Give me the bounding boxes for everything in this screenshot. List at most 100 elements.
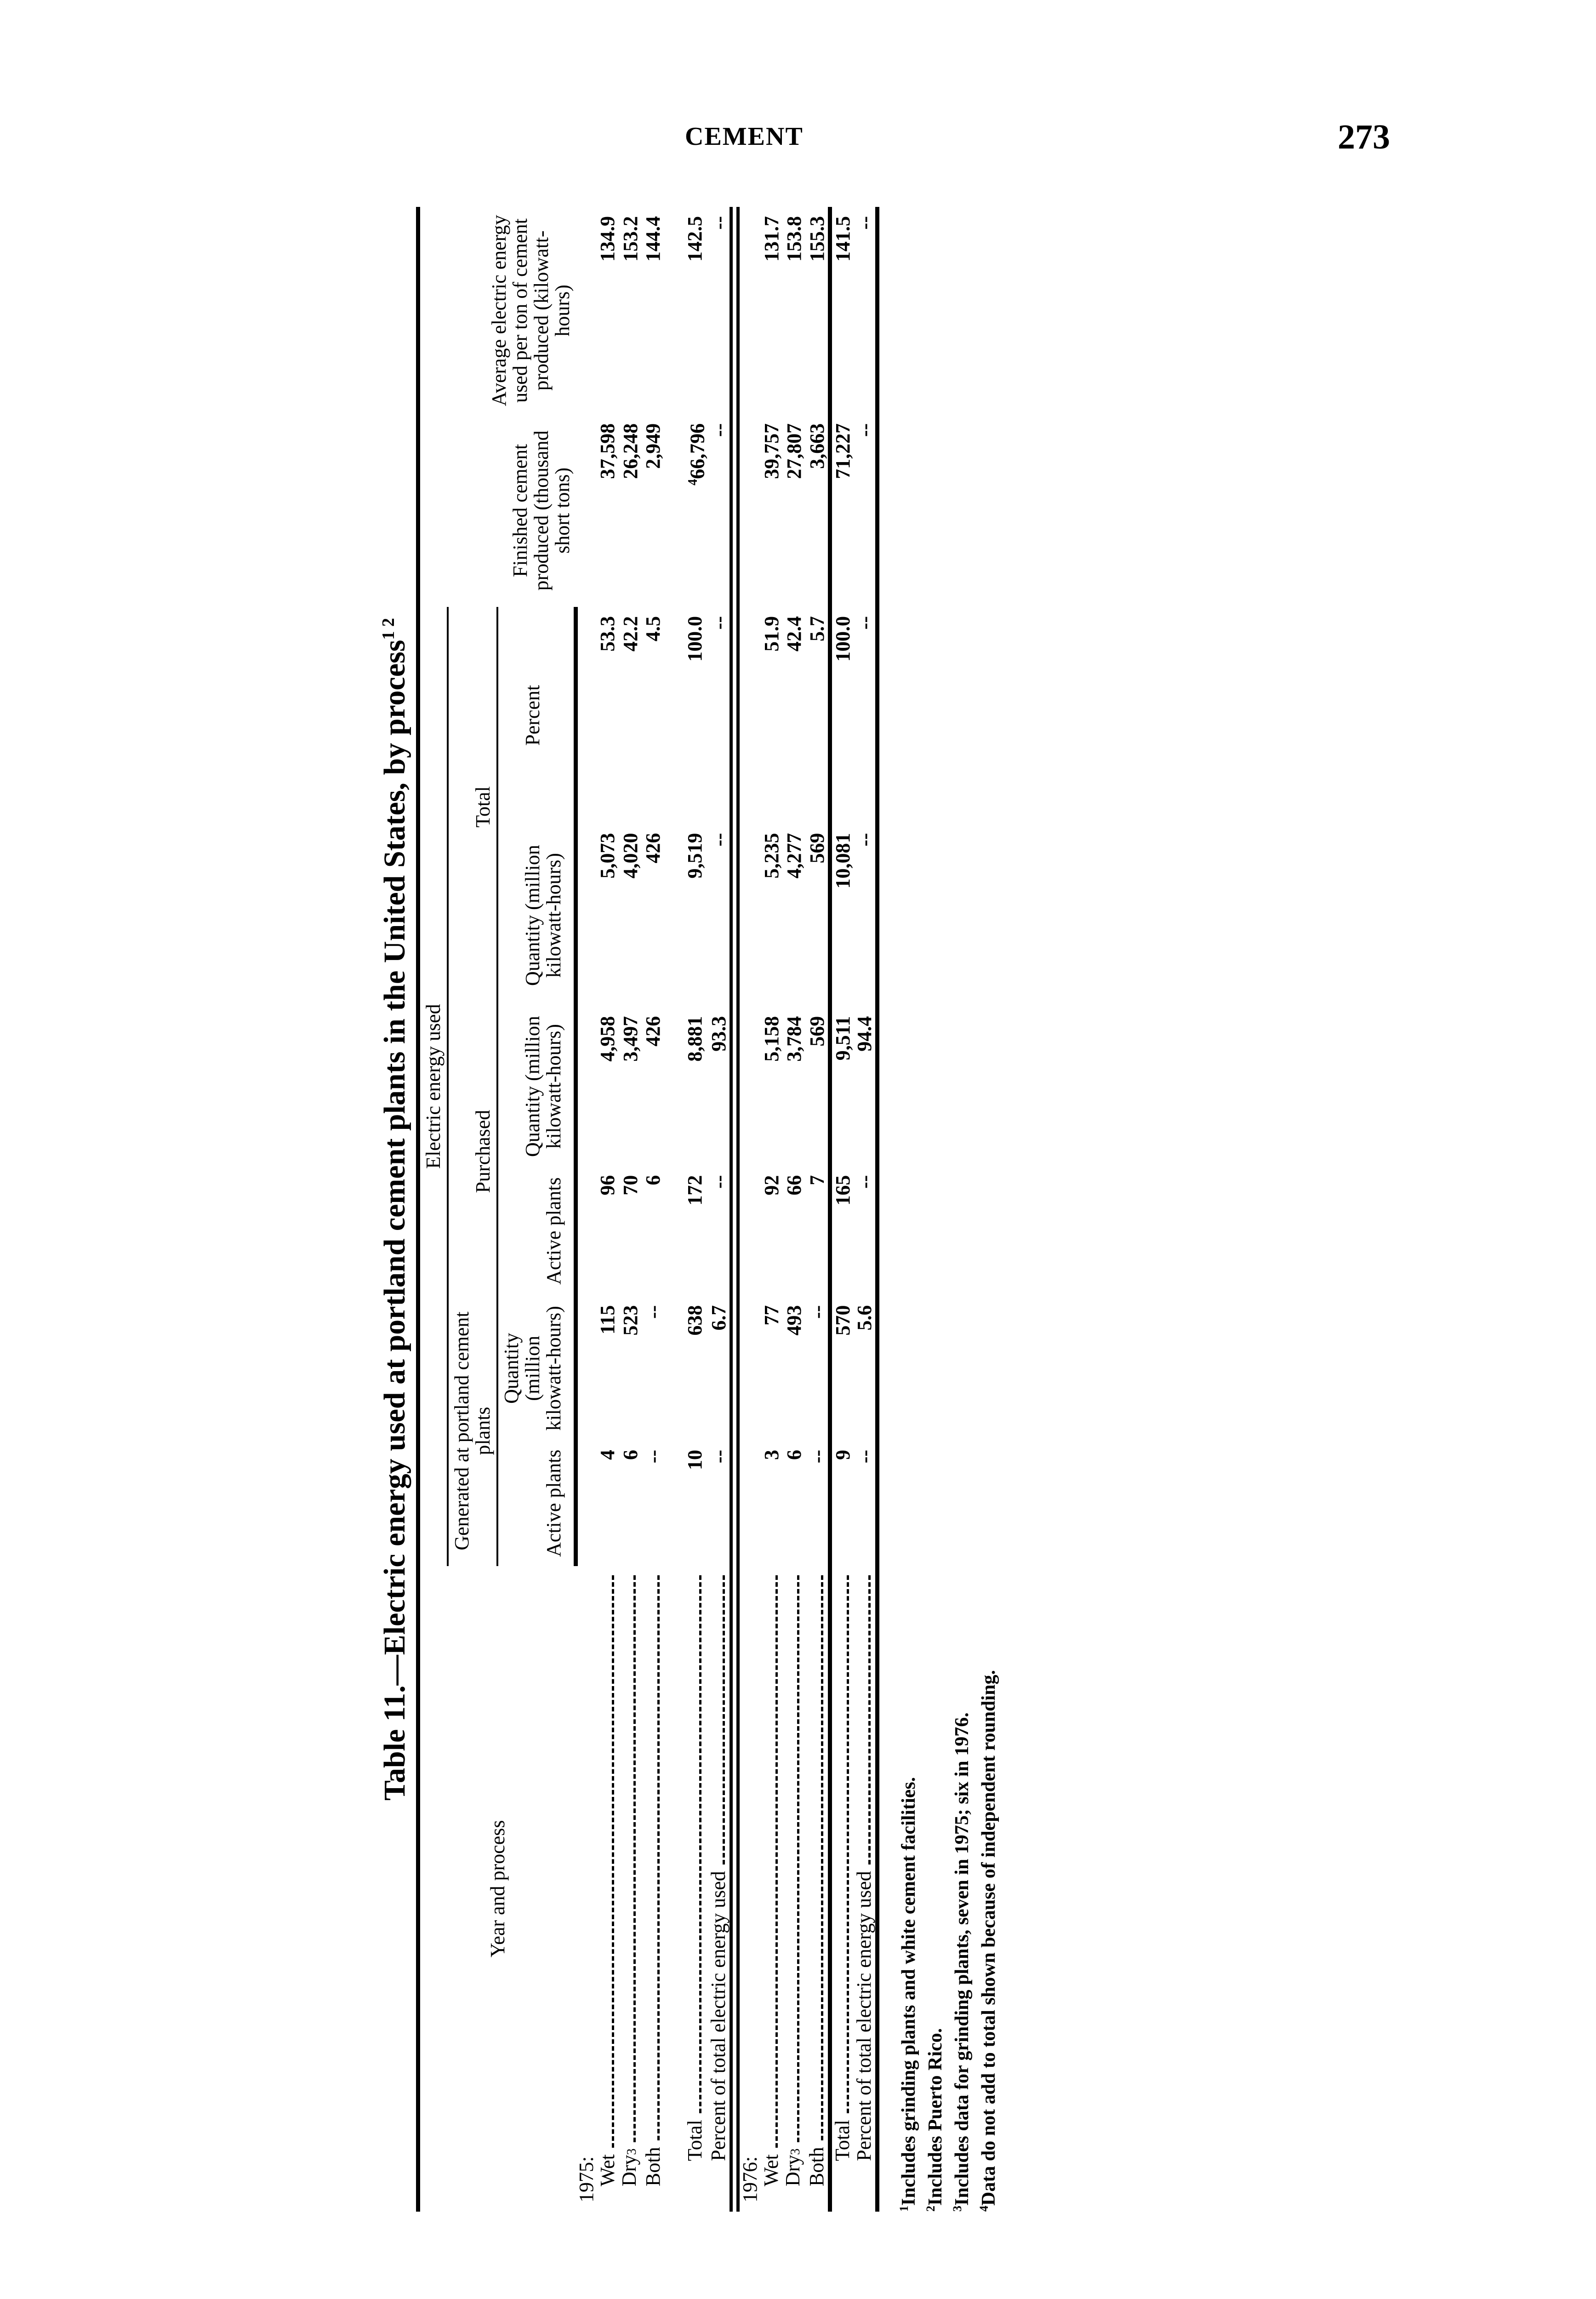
- row-label: Total: [830, 1566, 854, 2212]
- cell: 77: [760, 1305, 783, 1326]
- cell: 53.3: [596, 616, 619, 652]
- cell: --: [707, 207, 735, 414]
- cell: --: [853, 207, 878, 414]
- cell: 153.2: [619, 216, 642, 262]
- year-row: 1975:: [575, 207, 598, 2212]
- cell: 131.7: [760, 216, 783, 262]
- cell: 70: [619, 1175, 642, 1195]
- table-title: Table 11.—Electric energy used at portla…: [378, 618, 411, 1801]
- cell: --: [707, 1166, 735, 1296]
- row-label: Total: [683, 1566, 708, 2212]
- cell: 5.7: [805, 616, 828, 641]
- purchased-header: Purchased: [448, 1007, 497, 1296]
- pur-quantity-header: Quantity (million kilowatt-hours): [497, 1007, 576, 1166]
- cell: 4,277: [783, 833, 806, 879]
- cell: 569: [805, 1016, 828, 1047]
- cell: --: [707, 1441, 735, 1566]
- cell: 8,881: [684, 1016, 707, 1062]
- cell: --: [853, 606, 878, 824]
- cell: 426: [642, 1016, 664, 1047]
- gen-quantity-header: Quantity (million kilowatt-hours): [497, 1296, 576, 1441]
- table-row: Dry 3 6 523 70 3,497 4,020 42.2 26,248 153.2: [618, 207, 643, 2212]
- gen-active-header: Active plants: [497, 1441, 576, 1566]
- cell: 153.8: [783, 216, 806, 262]
- cell: --: [853, 1166, 878, 1296]
- cell: 570: [831, 1305, 854, 1336]
- cell: 3,663: [805, 423, 828, 469]
- cell: 93.3: [707, 1007, 735, 1166]
- cell: --: [853, 414, 878, 607]
- cell: --: [642, 1305, 664, 1319]
- cell: 7: [805, 1175, 828, 1185]
- cell: 9: [831, 1450, 854, 1460]
- row-label: Both: [642, 1566, 664, 2212]
- cell: 6: [619, 1450, 642, 1460]
- year-label: 1976:: [739, 2156, 762, 2202]
- cell: 134.9: [596, 216, 619, 262]
- cell: 26,248: [619, 423, 642, 479]
- cell: --: [853, 824, 878, 1007]
- year-row: 1976:: [735, 207, 761, 2212]
- cell: 142.5: [684, 216, 707, 262]
- cell: 3: [760, 1450, 783, 1460]
- cell: 5.6: [853, 1296, 878, 1441]
- total-row: Total 10 638 172 8,881 9,519 100.0 466,796 142.5: [683, 207, 708, 2212]
- table-row: Both -- -- 6 426 426 4.5 2,949 144.4: [642, 207, 665, 2212]
- cell: 10: [684, 1450, 707, 1470]
- table-row: Dry 3 6 493 66 3,784 4,277 42.4 27,807 153.8: [781, 207, 806, 2212]
- cell: --: [707, 414, 735, 607]
- cell: --: [805, 1450, 828, 1464]
- cell: 92: [760, 1175, 783, 1195]
- cell: 426: [642, 833, 664, 864]
- cell: 39,757: [760, 423, 783, 479]
- cell: 466,796: [685, 423, 709, 486]
- cell: 5,158: [760, 1016, 783, 1062]
- year-label: 1975:: [575, 2156, 598, 2202]
- cell: 6: [783, 1450, 806, 1460]
- running-head: CEMENT: [685, 122, 804, 151]
- cell: --: [805, 1305, 828, 1319]
- cell: 115: [596, 1305, 619, 1335]
- table-row: Wet 4 115 96 4,958 5,073 53.3 37,598 134.9: [596, 207, 619, 2212]
- cell: 37,598: [596, 423, 619, 479]
- row-label: Dry 3: [781, 1566, 806, 2212]
- cell: 569: [805, 833, 828, 864]
- row-label: Percent of total electric energy used: [853, 1566, 878, 2212]
- cell: 172: [684, 1175, 707, 1206]
- cell: 2,949: [642, 423, 664, 469]
- cell: 155.3: [805, 216, 828, 262]
- cell: 6: [642, 1175, 664, 1185]
- electric-header: Electric energy used: [418, 606, 448, 1566]
- cell: 3,497: [619, 1016, 642, 1062]
- pur-active-header: Active plants: [497, 1166, 576, 1296]
- footnotes: 1Includes grinding plants and white ceme…: [893, 207, 1000, 2212]
- row-label: Dry 3: [618, 1566, 643, 2212]
- stub-header: Year and process: [418, 1566, 576, 2212]
- cell: 4: [596, 1450, 619, 1460]
- cell: 523: [619, 1305, 642, 1336]
- table-row: Wet 3 77 92 5,158 5,235 51.9 39,757 131.7: [760, 207, 783, 2212]
- page-number: 273: [1338, 118, 1390, 156]
- rotated-table-block: Table 11.—Electric energy used at portla…: [368, 207, 1149, 2212]
- cell: 96: [596, 1175, 619, 1195]
- cell: 9,511: [831, 1016, 854, 1061]
- cell: 4,020: [619, 833, 642, 879]
- cell: 3,784: [783, 1016, 806, 1062]
- cell: 10,081: [831, 833, 854, 889]
- tot-percent-header: Percent: [497, 606, 576, 824]
- cell: 100.0: [831, 616, 854, 662]
- average-header: Average electric energy used per ton of …: [418, 207, 576, 414]
- row-label: Percent of total electric energy used: [707, 1566, 735, 2212]
- cell: 638: [684, 1305, 707, 1336]
- cell: --: [707, 606, 735, 824]
- row-label: Both: [805, 1566, 828, 2212]
- footnote: 2Includes Puerto Rico.: [924, 2028, 946, 2212]
- cell: 9,519: [684, 833, 707, 879]
- cell: 6.7: [707, 1296, 735, 1441]
- percent-row: Percent of total electric energy used -- 5…: [853, 207, 878, 2212]
- row-label: Wet: [760, 1566, 782, 2212]
- cell: --: [707, 824, 735, 1007]
- cell: --: [853, 1441, 878, 1566]
- cell: 27,807: [783, 423, 806, 479]
- cell: 51.9: [760, 616, 783, 652]
